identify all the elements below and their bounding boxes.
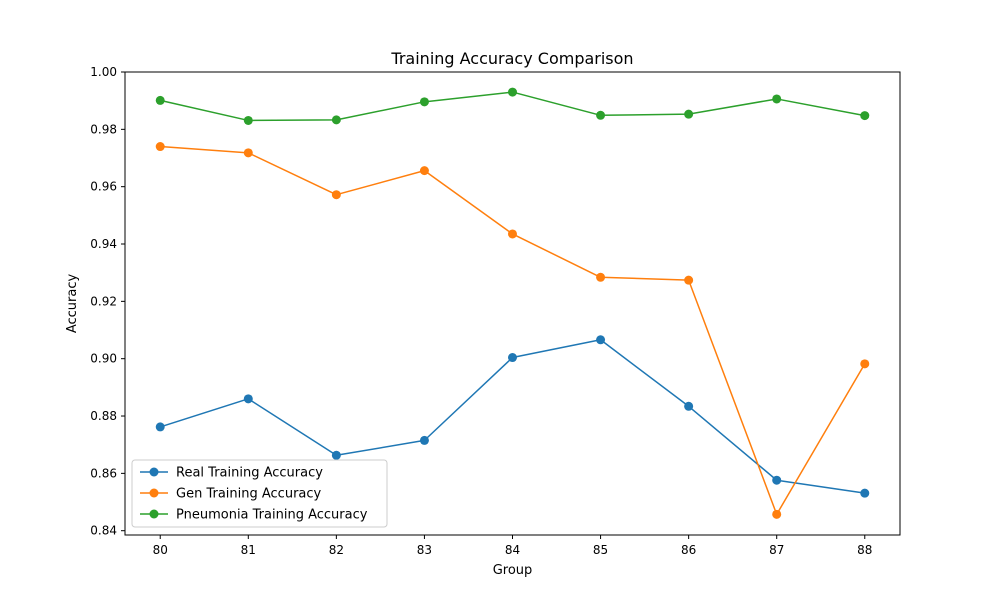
x-tick-label: 83 [417, 543, 432, 557]
data-point [419, 97, 429, 107]
legend-label: Pneumonia Training Accuracy [176, 508, 368, 523]
series-1 [155, 335, 870, 498]
data-point [243, 394, 253, 404]
x-axis: 80 81 82 83 84 85 86 87 88 [153, 535, 872, 557]
legend: Real Training Accuracy Gen Training Accur… [131, 459, 388, 528]
y-tick-label: 0.98 [90, 122, 117, 136]
data-point [860, 111, 870, 121]
legend-label: Gen Training Accuracy [176, 487, 322, 502]
x-tick-label: 80 [153, 543, 168, 557]
x-tick-label: 87 [769, 543, 784, 557]
series-3 [155, 87, 870, 125]
data-point [772, 509, 782, 519]
data-point [508, 353, 517, 363]
data-point [684, 109, 694, 119]
y-axis-label: Accuracy [65, 274, 80, 334]
legend-item: Pneumonia Training Accuracy [140, 508, 368, 523]
y-tick-label: 0.96 [90, 180, 117, 194]
data-point [508, 229, 517, 239]
data-point [243, 115, 253, 125]
plot-area [155, 87, 870, 519]
legend-box [131, 459, 388, 528]
data-point [155, 142, 165, 152]
y-tick-label: 0.94 [90, 237, 117, 251]
data-point [684, 275, 694, 285]
y-axis: 0.84 0.86 0.88 0.90 0.92 0.94 0.96 0.98 1.00 [90, 65, 125, 538]
data-point [860, 359, 870, 369]
y-tick-label: 0.86 [90, 466, 117, 480]
data-point [243, 148, 253, 158]
y-tick-label: 0.88 [90, 409, 117, 423]
data-point [772, 475, 782, 485]
y-tick-label: 0.84 [90, 524, 117, 538]
legend-marker [149, 509, 159, 519]
data-point [155, 422, 165, 432]
data-point [419, 435, 429, 445]
x-tick-label: 88 [857, 543, 872, 557]
legend-label: Real Training Accuracy [176, 466, 323, 481]
data-point [508, 87, 517, 97]
legend-marker [149, 467, 159, 477]
data-point [860, 488, 870, 498]
data-point [331, 190, 341, 200]
x-tick-label: 84 [505, 543, 520, 557]
legend-item: Gen Training Accuracy [140, 487, 322, 502]
data-point [684, 401, 694, 411]
data-point [596, 110, 606, 120]
y-tick-label: 1.00 [90, 65, 117, 79]
x-tick-label: 86 [681, 543, 696, 557]
y-tick-label: 0.92 [90, 294, 117, 308]
chart-title: Training Accuracy Comparison [390, 49, 633, 68]
data-point [155, 95, 165, 105]
y-tick-label: 0.90 [90, 352, 117, 366]
data-point [331, 450, 341, 460]
legend-marker [149, 488, 159, 498]
series-2 [155, 142, 870, 519]
data-point [596, 272, 606, 282]
x-tick-label: 81 [241, 543, 256, 557]
data-point [419, 166, 429, 176]
x-tick-label: 85 [593, 543, 608, 557]
x-axis-label: Group [493, 563, 533, 578]
data-point [596, 335, 606, 345]
data-point [772, 94, 782, 104]
x-tick-label: 82 [329, 543, 344, 557]
data-point [331, 115, 341, 125]
legend-item: Real Training Accuracy [140, 466, 323, 481]
